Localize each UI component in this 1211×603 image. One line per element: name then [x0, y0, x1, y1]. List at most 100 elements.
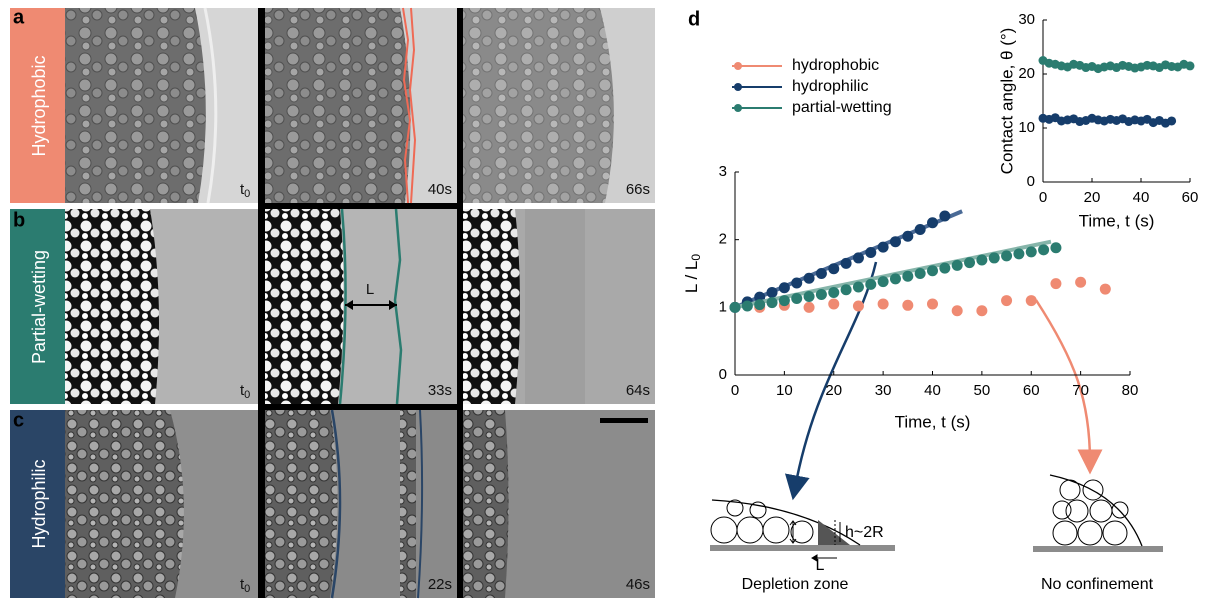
panel-letter: d [688, 8, 700, 30]
x-tick-label: 80 [1122, 382, 1139, 399]
data-point [914, 268, 926, 279]
data-point [927, 298, 938, 310]
data-point [729, 301, 741, 313]
time-label: 40s [428, 181, 452, 198]
time-label: t0 [240, 576, 250, 595]
length-label: L [816, 557, 825, 574]
data-point [1075, 276, 1087, 288]
data-point [939, 262, 951, 274]
time-label: t [240, 576, 245, 593]
time-subscript: 0 [244, 583, 250, 595]
legend-label: hydrophobic [792, 57, 879, 74]
micrograph-row [65, 409, 655, 599]
data-point [914, 224, 926, 236]
data-point [951, 305, 963, 317]
x-axis-label: Time, t (s) [895, 412, 971, 431]
data-point [877, 276, 889, 288]
y-axis-label: L / L [682, 261, 701, 293]
time-label: t [240, 382, 245, 399]
data-point [1001, 250, 1013, 262]
data-point [877, 241, 889, 253]
panel-label: Hydrophilic [29, 459, 49, 548]
data-point [902, 270, 914, 282]
diagram-caption: Depletion zone [742, 576, 849, 593]
data-point [791, 277, 803, 289]
data-point [976, 254, 988, 266]
data-point [877, 298, 889, 310]
x-tick-label: 30 [875, 382, 892, 399]
x-tick-label: 40 [924, 382, 941, 399]
data-point [815, 268, 827, 279]
x-tick-label: 20 [1084, 189, 1101, 206]
strip [10, 410, 65, 598]
legend-label: hydrophilic [792, 78, 868, 95]
x-tick-label: 40 [1133, 189, 1150, 206]
data-point [741, 300, 753, 312]
x-tick-label: 0 [1039, 189, 1047, 206]
data-point [902, 230, 914, 242]
x-tick-label: 10 [776, 382, 793, 399]
y-tick-label: 1 [719, 298, 727, 315]
x-tick-label: 60 [1182, 189, 1199, 206]
x-tick-label: 50 [974, 382, 991, 399]
data-point [840, 257, 852, 269]
time-label: t0 [240, 181, 250, 200]
data-point [889, 273, 901, 285]
x-tick-label: 70 [1072, 382, 1089, 399]
time-label: 22s [428, 576, 452, 593]
data-point [865, 278, 877, 290]
time-label: 64s [626, 382, 650, 399]
x-tick-label: 20 [825, 382, 842, 399]
legend-label: partial-wetting [792, 99, 892, 116]
y-tick-label: 30 [1018, 11, 1035, 28]
data-point [803, 272, 815, 284]
micrograph-row [65, 7, 655, 204]
data-point [766, 286, 778, 298]
y-tick-label: 0 [1027, 173, 1035, 190]
data-point [902, 299, 914, 311]
data-point [828, 298, 840, 310]
data-point [778, 295, 790, 307]
data-point [852, 281, 864, 293]
strip [10, 8, 65, 203]
panel-letter: c [13, 409, 24, 431]
data-point [939, 210, 951, 222]
micrograph-row [65, 208, 655, 405]
y-tick-label: 3 [719, 163, 727, 180]
data-point [1050, 242, 1062, 254]
y-tick-label: 0 [719, 366, 727, 383]
diagram-caption: No confinement [1041, 576, 1154, 593]
data-point [1185, 61, 1195, 71]
time-label: 33s [428, 382, 452, 399]
data-point [754, 299, 766, 311]
data-point [1038, 244, 1050, 256]
x-tick-label: 60 [1023, 382, 1040, 399]
data-point [778, 282, 790, 294]
y-axis-label: Contact angle, θ (°) [997, 28, 1016, 175]
panel-label: Partial-wetting [29, 250, 49, 364]
data-point [964, 257, 976, 269]
length-marker: L [366, 281, 374, 298]
time-subscript: 0 [244, 389, 250, 401]
data-point [1099, 283, 1111, 295]
data-point [1050, 278, 1062, 290]
y-tick-label: 2 [719, 231, 727, 248]
time-label: t0 [240, 382, 250, 401]
y-axis-label: L / L0 [682, 254, 703, 293]
data-point [927, 265, 938, 277]
data-point [988, 252, 1000, 264]
time-label: 66s [626, 181, 650, 198]
y-tick-label: 20 [1018, 65, 1035, 82]
arrow [1034, 299, 1103, 475]
data-point [1025, 246, 1037, 258]
confinement-diagram [1033, 474, 1163, 552]
data-point [1167, 116, 1177, 126]
data-point [803, 291, 815, 303]
time-label: t [240, 181, 245, 198]
y-tick-label: 10 [1018, 119, 1035, 136]
data-point [951, 259, 963, 271]
time-subscript: 0 [244, 188, 250, 200]
data-point [803, 301, 815, 313]
y-axis-subscript: 0 [689, 254, 703, 261]
